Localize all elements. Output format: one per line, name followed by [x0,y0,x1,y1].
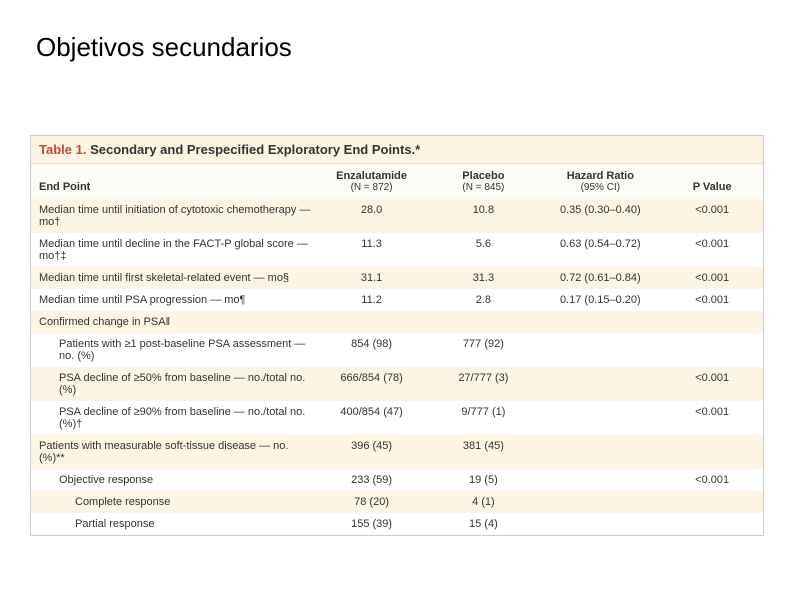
table-cell [661,513,763,535]
table-cell: 11.3 [316,233,428,267]
endpoints-table: End Point Enzalutamide (N = 872) Placebo… [31,164,763,535]
table-cell: Median time until first skeletal-related… [31,267,316,289]
table-cell [661,333,763,367]
table-cell [539,491,661,513]
table-label: Table 1. [39,142,86,157]
table-cell: 11.2 [316,289,428,311]
table-cell: Patients with ≥1 post-baseline PSA asses… [31,333,316,367]
table-cell: Objective response [31,469,316,491]
table-cell [661,435,763,469]
table-caption-row: Table 1. Secondary and Prespecified Expl… [31,136,763,164]
table-cell: <0.001 [661,289,763,311]
table-row: Median time until first skeletal-related… [31,267,763,289]
table-row: Complete response78 (20)4 (1) [31,491,763,513]
table-cell: Patients with measurable soft-tissue dis… [31,435,316,469]
table-row: Confirmed change in PSA‖ [31,311,763,333]
table-caption: Secondary and Prespecified Exploratory E… [90,142,420,157]
table-cell: <0.001 [661,199,763,233]
table-cell: <0.001 [661,401,763,435]
table-cell: 0.72 (0.61–0.84) [539,267,661,289]
table-cell: 4 (1) [427,491,539,513]
table-cell: 28.0 [316,199,428,233]
col-header-p-value: P Value [661,164,763,199]
table-cell: 381 (45) [427,435,539,469]
col-header-placebo: Placebo (N = 845) [427,164,539,199]
table-cell [539,367,661,401]
table-body: Median time until initiation of cytotoxi… [31,199,763,535]
col-header-text: Hazard Ratio [567,170,634,182]
col-header-enzalutamide: Enzalutamide (N = 872) [316,164,428,199]
table-cell: 396 (45) [316,435,428,469]
table-cell: 155 (39) [316,513,428,535]
table-cell: Median time until PSA progression — mo¶ [31,289,316,311]
table-cell [539,469,661,491]
table-cell [427,311,539,333]
table-cell: 9/777 (1) [427,401,539,435]
table-cell: 0.63 (0.54–0.72) [539,233,661,267]
table-row: Median time until PSA progression — mo¶1… [31,289,763,311]
table-header-row: End Point Enzalutamide (N = 872) Placebo… [31,164,763,199]
table-cell [539,435,661,469]
table-container: Table 1. Secondary and Prespecified Expl… [30,135,764,536]
table-cell: PSA decline of ≥50% from baseline — no./… [31,367,316,401]
table-cell: <0.001 [661,469,763,491]
table-cell: 854 (98) [316,333,428,367]
table-row: Partial response155 (39)15 (4) [31,513,763,535]
table-cell: PSA decline of ≥90% from baseline — no./… [31,401,316,435]
table-cell: 233 (59) [316,469,428,491]
table-cell [316,311,428,333]
table-cell: 0.17 (0.15–0.20) [539,289,661,311]
table-row: Patients with measurable soft-tissue dis… [31,435,763,469]
table-cell: 666/854 (78) [316,367,428,401]
table-cell: 31.3 [427,267,539,289]
table-cell [539,401,661,435]
col-header-text: Enzalutamide [336,170,407,182]
table-cell: <0.001 [661,233,763,267]
table-cell: 31.1 [316,267,428,289]
table-cell [661,311,763,333]
table-cell [539,311,661,333]
col-header-sub: (95% CI) [543,182,657,193]
table-cell: 27/777 (3) [427,367,539,401]
col-header-sub: (N = 872) [320,182,424,193]
table-row: Median time until initiation of cytotoxi… [31,199,763,233]
col-header-text: P Value [693,181,732,193]
table-cell [539,513,661,535]
col-header-hazard-ratio: Hazard Ratio (95% CI) [539,164,661,199]
table-cell [539,333,661,367]
table-row: PSA decline of ≥90% from baseline — no./… [31,401,763,435]
table-cell: 777 (92) [427,333,539,367]
table-cell: 10.8 [427,199,539,233]
table-row: Median time until decline in the FACT-P … [31,233,763,267]
col-header-text: End Point [39,181,90,193]
table-row: Patients with ≥1 post-baseline PSA asses… [31,333,763,367]
table-cell: 5.6 [427,233,539,267]
table-cell: 2.8 [427,289,539,311]
table-cell: 19 (5) [427,469,539,491]
table-row: Objective response233 (59)19 (5) <0.001 [31,469,763,491]
table-cell: 15 (4) [427,513,539,535]
table-cell: Median time until initiation of cytotoxi… [31,199,316,233]
table-cell: 400/854 (47) [316,401,428,435]
table-cell: 0.35 (0.30–0.40) [539,199,661,233]
table-cell: <0.001 [661,367,763,401]
col-header-text: Placebo [462,170,504,182]
table-cell: Median time until decline in the FACT-P … [31,233,316,267]
col-header-endpoint: End Point [31,164,316,199]
page-title: Objetivos secundarios [36,32,292,63]
table-cell: Confirmed change in PSA‖ [31,311,316,333]
table-cell: Partial response [31,513,316,535]
col-header-sub: (N = 845) [431,182,535,193]
table-cell: <0.001 [661,267,763,289]
table-cell: Complete response [31,491,316,513]
table-cell [661,491,763,513]
table-cell: 78 (20) [316,491,428,513]
table-row: PSA decline of ≥50% from baseline — no./… [31,367,763,401]
